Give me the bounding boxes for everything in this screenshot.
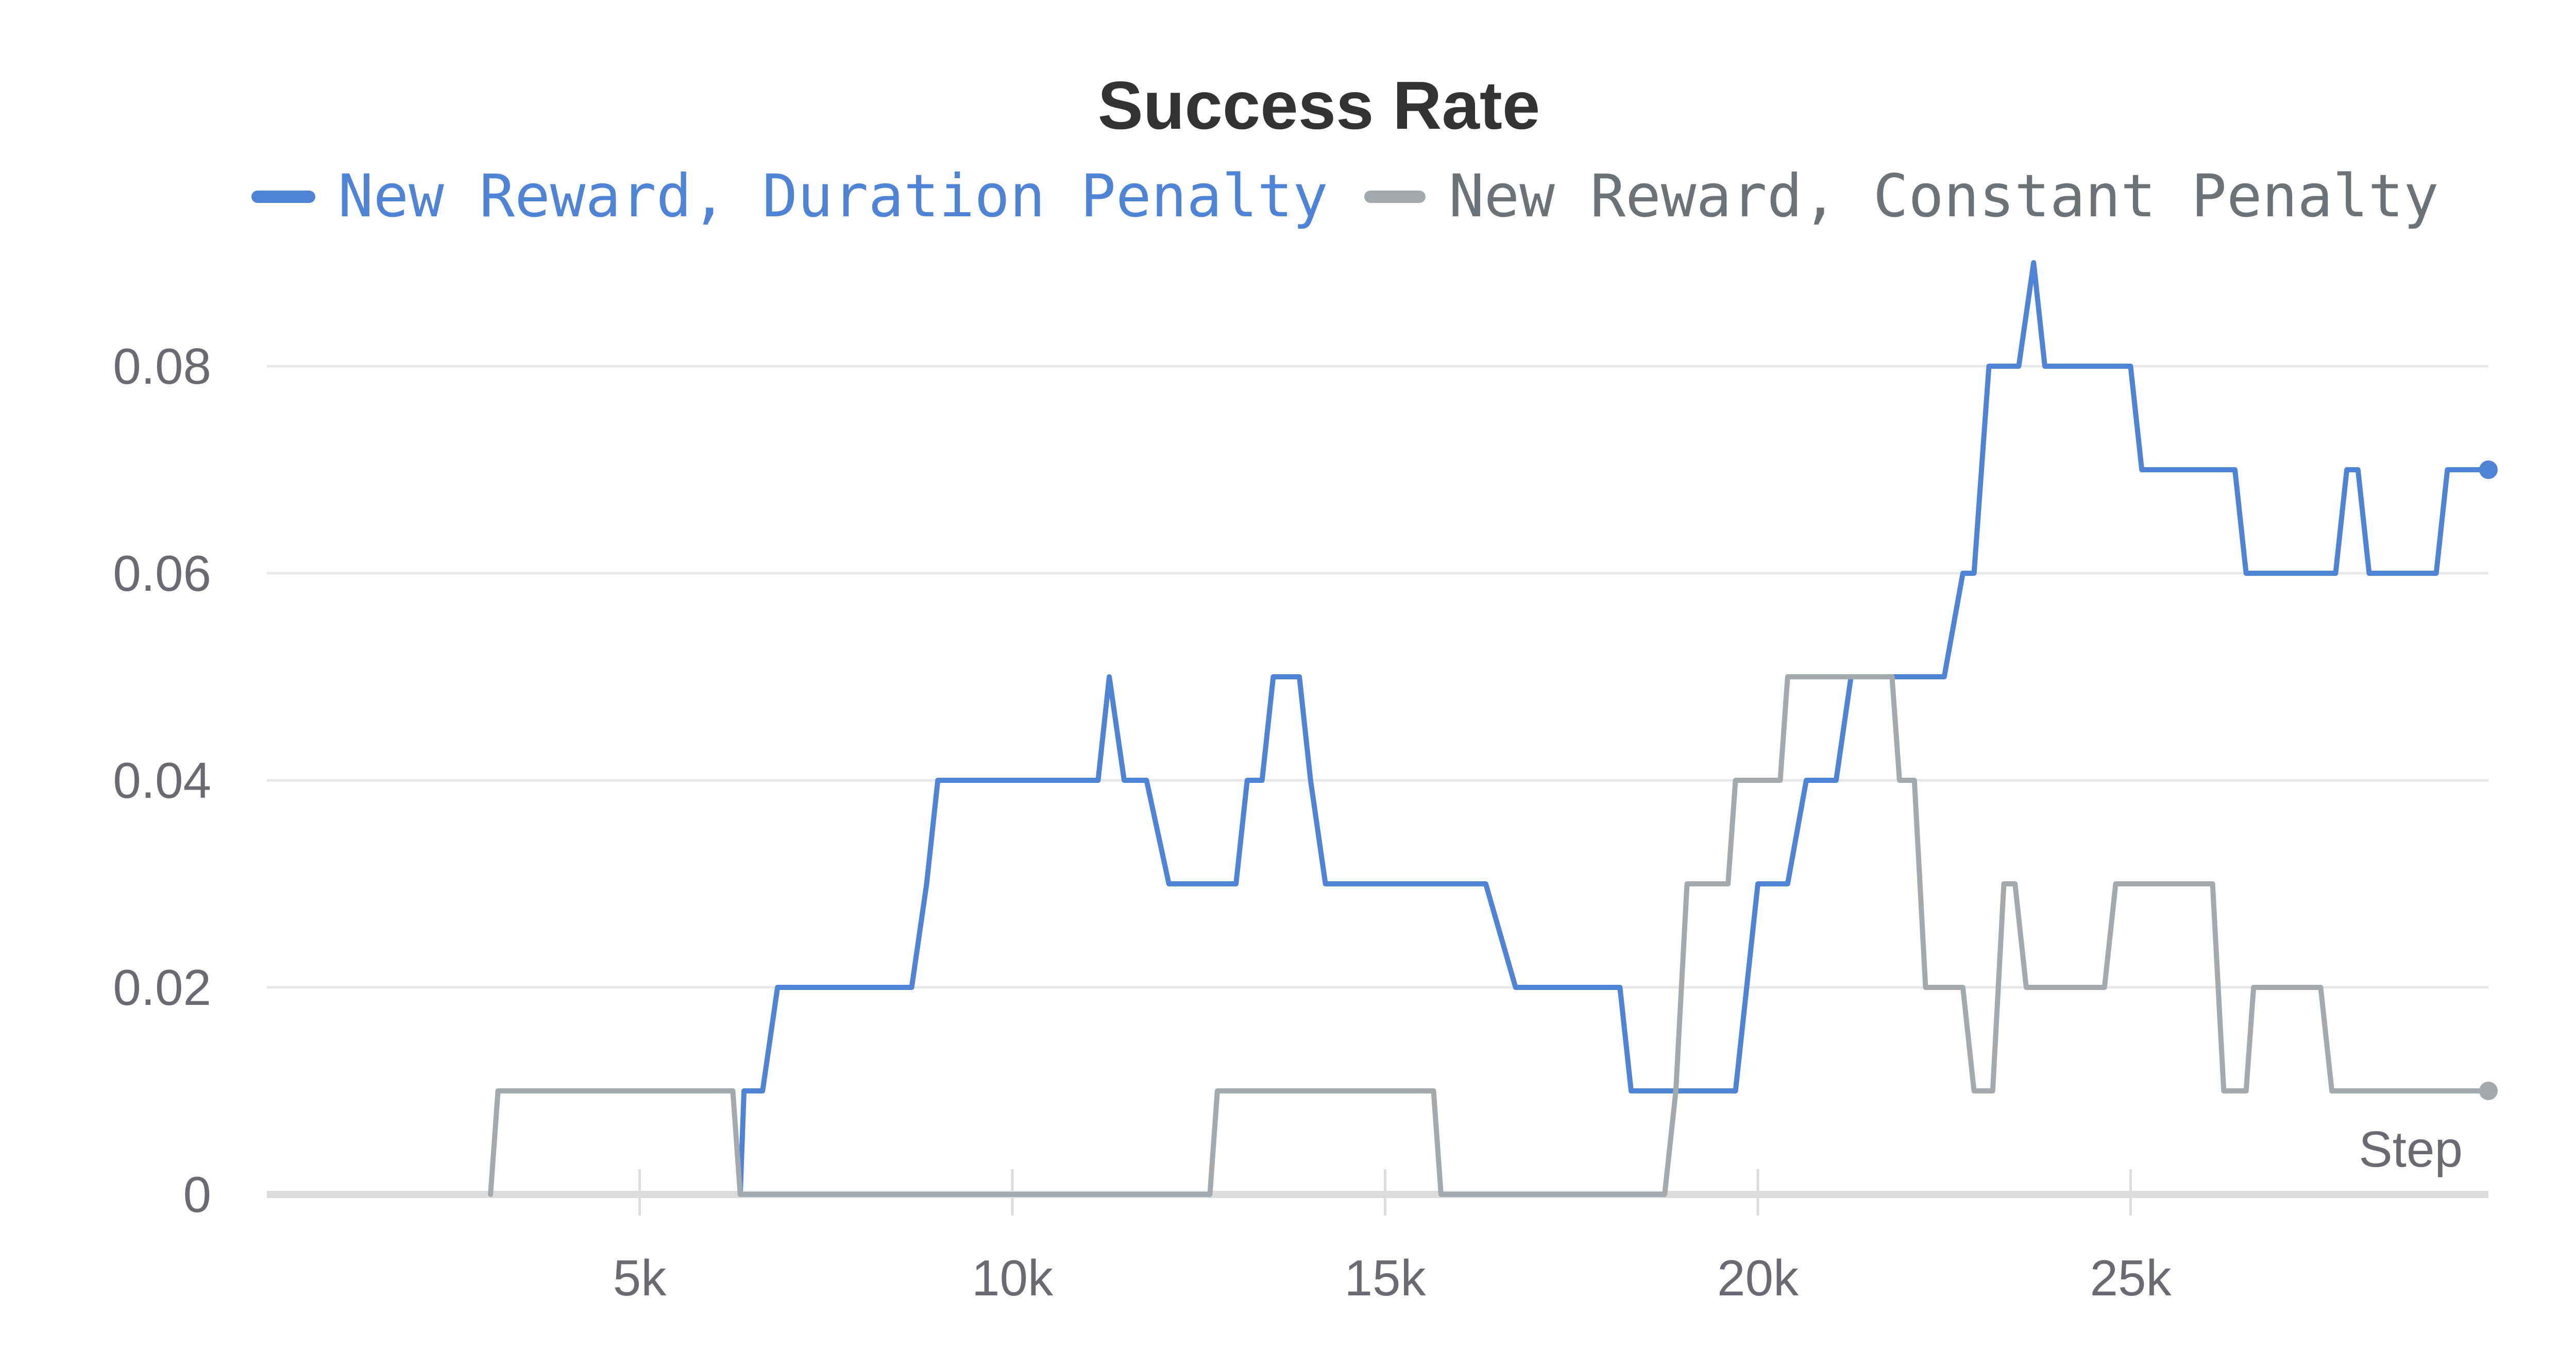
series [488, 260, 2498, 1197]
y-tick-label: 0.08 [113, 338, 211, 395]
end-marker-constant-penalty [2479, 1082, 2498, 1100]
x-tick-label: 5k [613, 1250, 667, 1306]
y-tick-label: 0 [183, 1166, 211, 1223]
gridlines [267, 365, 2488, 989]
y-tick-label: 0.06 [113, 545, 211, 602]
y-axis: 0 0.02 0.04 0.06 0.08 [113, 338, 211, 1223]
chart-title: Success Rate [1098, 67, 1540, 143]
x-axis-label: Step [2359, 1121, 2463, 1177]
x-tick-label: 15k [1344, 1250, 1426, 1306]
series-line-duration-penalty[interactable] [737, 260, 2491, 1197]
legend-label-duration-penalty: New Reward, Duration Penalty [338, 162, 1328, 230]
y-tick-label: 0.02 [113, 959, 211, 1016]
legend-item-duration-penalty[interactable]: New Reward, Duration Penalty [251, 162, 1328, 230]
legend-item-constant-penalty[interactable]: New Reward, Constant Penalty [1364, 162, 2439, 230]
legend-label-constant-penalty: New Reward, Constant Penalty [1449, 162, 2439, 230]
x-tick-label: 20k [1717, 1250, 1799, 1306]
x-axis: 5k 10k 15k 20k 25k [613, 1169, 2172, 1306]
x-tick-label: 10k [972, 1250, 1054, 1306]
end-marker-duration-penalty [2479, 460, 2498, 479]
x-tick-label: 25k [2090, 1250, 2172, 1306]
y-tick-label: 0.04 [113, 752, 211, 809]
legend: New Reward, Duration Penalty New Reward,… [251, 162, 2439, 230]
series-line-constant-penalty[interactable] [488, 674, 2491, 1197]
